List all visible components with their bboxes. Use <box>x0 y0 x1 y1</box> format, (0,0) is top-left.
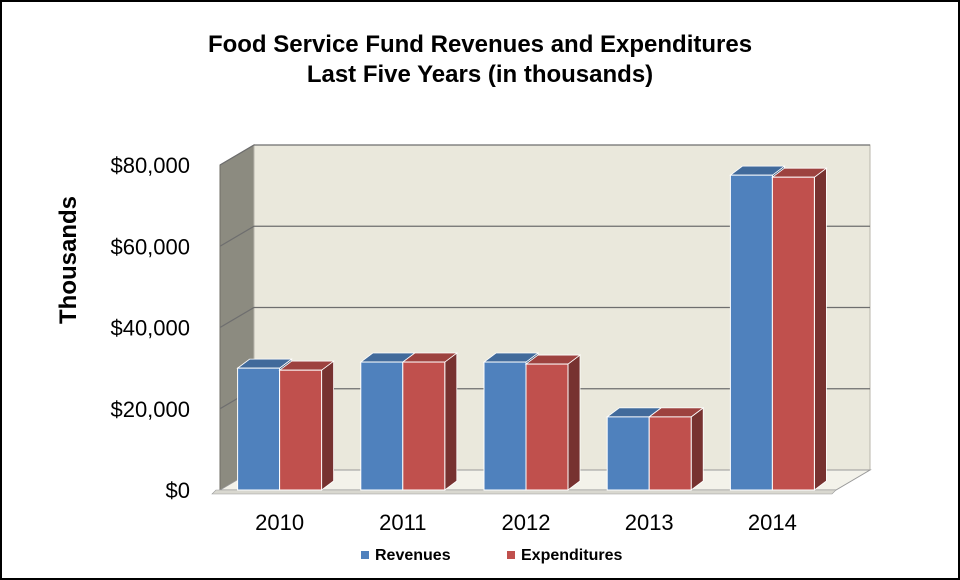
legend-label: Expenditures <box>521 547 622 564</box>
bar-revenues-2014 <box>729 174 773 491</box>
y-tick-label: $20,000 <box>110 397 190 422</box>
bar-expenditures-2010 <box>279 369 323 491</box>
chart-subtitle: Last Five Years (in thousands) <box>306 61 654 88</box>
legend-label: Revenues <box>375 547 451 564</box>
legend-swatch-revenues <box>361 551 369 559</box>
bar-expenditures-2014 <box>771 176 815 491</box>
gridline <box>219 144 870 166</box>
bar-revenues-2013 <box>606 416 650 491</box>
y-tick-label: $60,000 <box>110 234 190 259</box>
legend-swatch-expenditures <box>507 551 515 559</box>
gridline <box>219 306 870 329</box>
chart-title-block: Food Service Fund Revenues and Expenditu… <box>2 30 958 90</box>
chart-title: Food Service Fund Revenues and Expenditu… <box>207 31 753 58</box>
y-tick-label: $0 <box>166 478 190 503</box>
x-tick-label: 2010 <box>255 510 304 535</box>
bar-side <box>321 360 335 491</box>
bar-expenditures-2012 <box>525 363 569 491</box>
plot-floor-edge <box>211 489 837 495</box>
bar-expenditures-2013 <box>648 416 692 491</box>
x-tick-label: 2011 <box>379 510 426 535</box>
gridline <box>219 225 870 247</box>
bar-revenues-2010 <box>237 367 281 491</box>
bar-revenues-2012 <box>483 361 527 491</box>
y-tick-label: $40,000 <box>110 316 190 341</box>
bar-revenues-2011 <box>360 361 404 491</box>
bar-side <box>567 354 581 491</box>
y-axis-title: Thousands <box>55 196 82 324</box>
bar-side <box>444 352 458 491</box>
bar-side <box>690 407 704 491</box>
bar-expenditures-2011 <box>402 361 446 491</box>
x-tick-label: 2012 <box>502 510 551 535</box>
bar-side <box>814 167 827 491</box>
y-tick-label: $80,000 <box>110 153 190 178</box>
x-tick-label: 2014 <box>748 510 797 535</box>
x-tick-label: 2013 <box>625 510 674 535</box>
